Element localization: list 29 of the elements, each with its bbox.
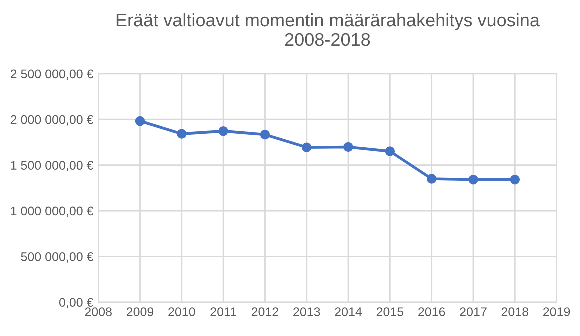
point (260, 130, 270, 140)
chart-title: Eräät valtioavut momentin määrärahakehitys vuosina 2008-2018 (116, 13, 540, 46)
x-tick-label: 2017 (460, 308, 487, 316)
x-tick-label: 2012 (252, 308, 278, 316)
point (135, 116, 146, 126)
x-tick-label: 2008 (85, 308, 112, 316)
x-tick-label: 2018 (502, 308, 529, 316)
x-tick-label: 2015 (376, 308, 404, 316)
y-tick-label: 1 500 000,00 € (11, 161, 94, 172)
point (344, 142, 354, 152)
point (426, 174, 437, 184)
y-tick-label: 1 000 000,00 € (11, 206, 94, 218)
x-tick-label: 2013 (294, 308, 320, 316)
point (302, 142, 312, 152)
y-tick-label: 500 000,00 € (21, 252, 94, 263)
point (177, 129, 187, 139)
point (468, 174, 478, 185)
point (510, 174, 520, 185)
point (385, 146, 396, 156)
x-tick-label: 2019 (544, 308, 570, 316)
point (218, 126, 228, 136)
x-tick-label: 2016 (418, 308, 446, 316)
x-tick-label: 2014 (335, 308, 362, 316)
y-tick-label: 2 000 000,00 € (10, 115, 94, 126)
y-tick-label: 2 500 000,00 € (10, 70, 94, 80)
y-tick-label: 0,00 € (59, 298, 94, 309)
x-tick-label: 2009 (126, 308, 154, 316)
x-tick-label: 2011 (210, 308, 236, 316)
x-tick-label: 2010 (168, 308, 196, 316)
